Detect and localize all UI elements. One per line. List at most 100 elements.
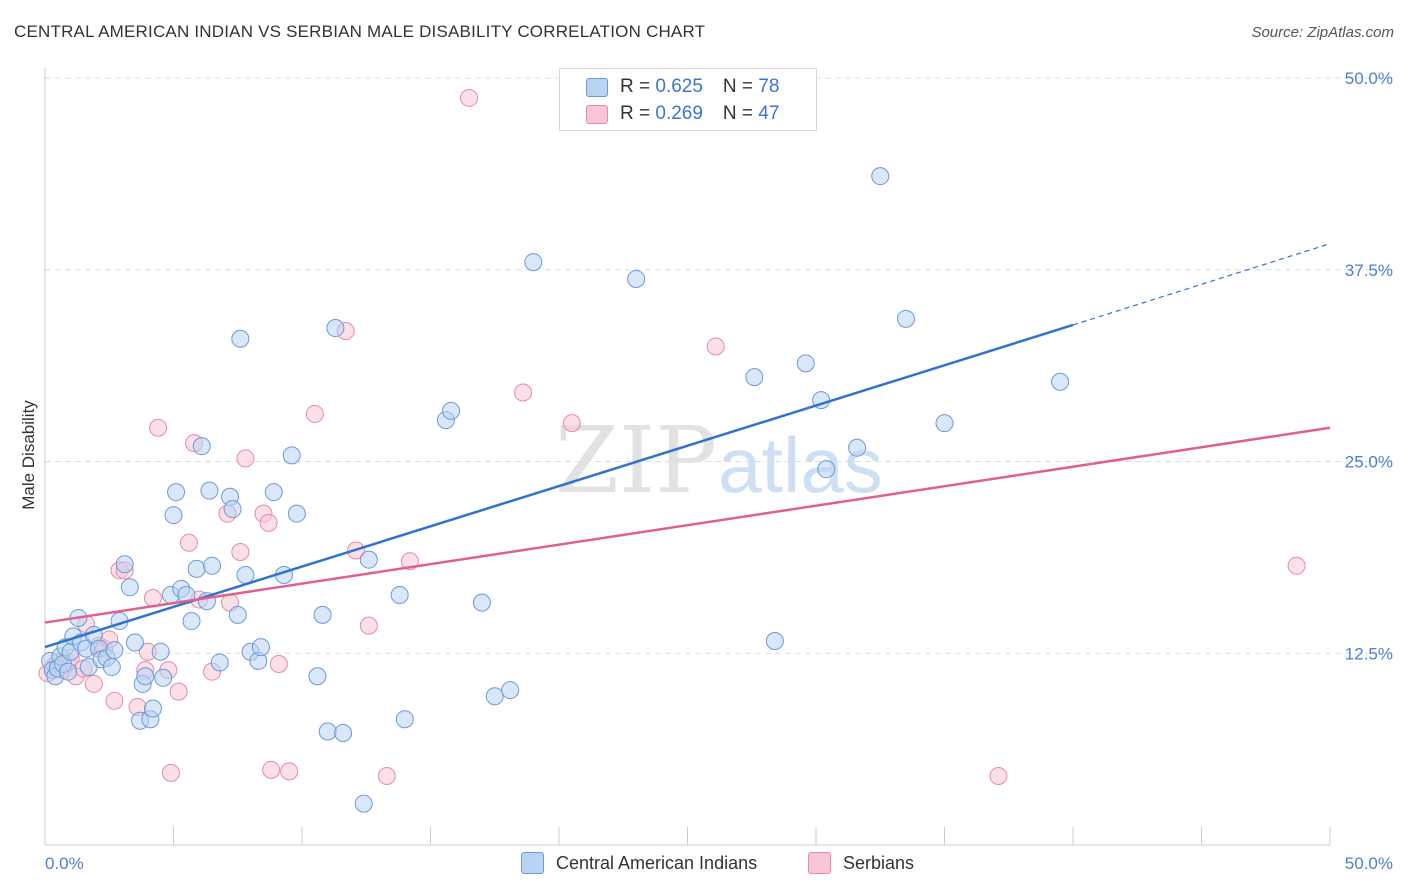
legend-swatch-pink (586, 104, 608, 124)
serbians-point (179, 533, 198, 552)
central-american-indians-point (817, 460, 836, 479)
serbians-point (259, 513, 278, 532)
central-american-indians-point (210, 653, 229, 672)
watermark-zip: ZIP (555, 407, 717, 514)
central-american-indians-points (41, 167, 1070, 813)
legend-r-value: 0.625 (655, 76, 703, 97)
y-axis-label: Male Disability (19, 400, 38, 510)
serbians-point (161, 763, 180, 782)
central-american-indians-point (136, 667, 155, 686)
serbians-point (149, 418, 168, 437)
central-american-indians-point (59, 662, 78, 681)
legend-swatch-blue (586, 77, 608, 97)
central-american-indians-point (308, 667, 327, 686)
central-american-indians-point (151, 642, 170, 661)
central-american-indians-point (935, 414, 954, 433)
legend-r-value: 0.269 (655, 103, 703, 124)
watermark: ZIP atlas (555, 407, 883, 514)
central-american-indians-point (796, 354, 815, 373)
bottom-legend-label: Central American Indians (556, 852, 758, 873)
legend-r-label: R = (620, 76, 656, 97)
central-american-indians-point (871, 167, 890, 186)
central-american-indians-point (334, 724, 353, 743)
central-american-indians-point (287, 504, 306, 523)
central-american-indians-point (105, 641, 124, 660)
central-american-indians-point (251, 638, 270, 657)
central-american-indians-point (896, 309, 915, 328)
serbians-point (1287, 556, 1306, 575)
legend-n-label: N = (722, 103, 759, 124)
central-american-indians-trend-line (44, 323, 1074, 649)
central-american-indians-point (264, 483, 283, 502)
central-american-indians-point (164, 506, 183, 525)
central-american-indians-point (231, 329, 250, 348)
central-american-indians-point (203, 556, 222, 575)
legend-n-value: 47 (758, 103, 780, 124)
trend-lines (44, 243, 1331, 649)
serbians-point (989, 766, 1008, 785)
central-american-indians-point (313, 605, 332, 624)
central-american-indians-point (223, 500, 242, 519)
central-american-indians-point (228, 605, 247, 624)
central-american-indians-point (524, 253, 543, 272)
serbians-point (377, 766, 396, 785)
legend-row-serbians: R = 0.269 N = 47 (586, 103, 779, 125)
bottom-legend-label: Serbians (843, 852, 915, 873)
axes (44, 68, 1331, 846)
central-american-indians-point (1051, 372, 1070, 391)
serbians-point (562, 414, 581, 433)
serbians-point (84, 674, 103, 693)
serbians-point (280, 762, 299, 781)
central-american-indians-point (192, 437, 211, 456)
serbians-point (231, 543, 250, 562)
y-tick-label: 50.0% (1345, 69, 1393, 88)
central-american-indians-point (745, 368, 764, 387)
legend-r-label: R = (620, 103, 656, 124)
central-american-indians-point (236, 566, 255, 585)
central-american-indians-point (501, 681, 520, 700)
central-american-indians-point (282, 446, 301, 465)
serbians-point (105, 691, 124, 710)
central-american-indians-point (442, 401, 461, 420)
tick-labels: 12.5% 25.0% 37.5% 50.0% 0.0% 50.0% (45, 69, 1393, 873)
x-tick-label: 0.0% (45, 854, 84, 873)
central-american-indians-trend-extension (1072, 243, 1331, 326)
legend-row-central-american-indians: R = 0.625 N = 78 (586, 76, 779, 98)
legend: R = 0.625 N = 78 R = 0.269 N = 47 (559, 68, 817, 131)
central-american-indians-point (120, 578, 139, 597)
central-american-indians-point (390, 585, 409, 604)
watermark-atlas: atlas (718, 421, 883, 509)
serbians-point (236, 449, 255, 468)
serbians-point (514, 383, 533, 402)
serbians-point (143, 589, 162, 608)
central-american-indians-point (115, 555, 134, 574)
central-american-indians-point (154, 668, 173, 687)
central-american-indians-point (182, 612, 201, 631)
serbians-point (460, 88, 479, 107)
central-american-indians-point (143, 699, 162, 718)
central-american-indians-point (627, 269, 646, 288)
central-american-indians-point (318, 722, 337, 741)
x-tick-label: 50.0% (1345, 854, 1393, 873)
central-american-indians-point (125, 633, 144, 652)
central-american-indians-point (167, 483, 186, 502)
serbians-point (359, 616, 378, 635)
source-credit: Source: ZipAtlas.com (1251, 24, 1394, 41)
bottom-legend-serbians: Serbians (808, 852, 914, 874)
central-american-indians-point (395, 710, 414, 729)
central-american-indians-point (765, 631, 784, 650)
central-american-indians-point (485, 687, 504, 706)
y-tick-label: 37.5% (1345, 261, 1393, 280)
bottom-legend-central-american-indians: Central American Indians (521, 852, 757, 874)
central-american-indians-point (354, 794, 373, 813)
central-american-indians-point (200, 481, 219, 500)
bottom-legend-swatch-pink (808, 852, 831, 874)
bottom-legend-swatch-blue (521, 852, 544, 874)
central-american-indians-point (359, 550, 378, 569)
central-american-indians-point (472, 593, 491, 612)
serbians-point (706, 337, 725, 356)
serbians-point (262, 760, 281, 779)
legend-n-value: 78 (758, 76, 780, 97)
y-tick-label: 12.5% (1345, 644, 1393, 663)
